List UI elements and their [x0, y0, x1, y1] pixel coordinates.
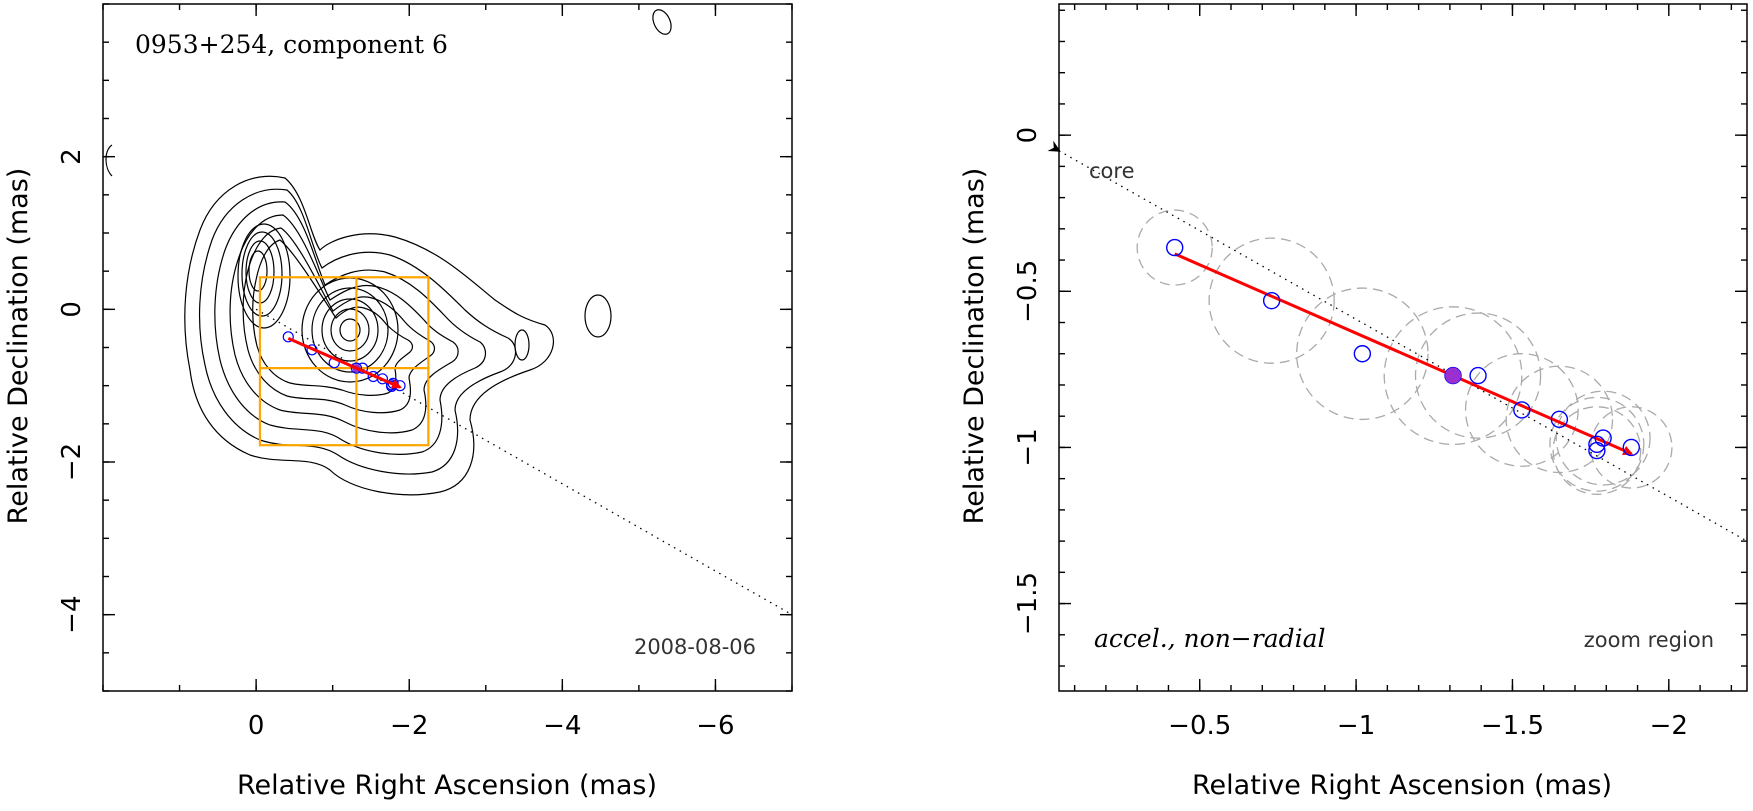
left-y-tick-label: 2 — [57, 148, 87, 165]
error-circle — [1208, 237, 1335, 364]
contour-outer-2 — [198, 188, 517, 475]
right-y-tick-label: 0 — [1013, 127, 1043, 144]
error-circle — [1549, 396, 1645, 492]
contour-outer-5 — [242, 227, 436, 414]
left-y-tick-label: −2 — [57, 443, 87, 481]
zoom-box — [258, 276, 430, 447]
right-y-axis-title: Relative Declination (mas) — [959, 168, 990, 525]
right-ticks — [1059, 4, 1747, 691]
right-y-tick-label: −1.5 — [1013, 572, 1043, 635]
right-plot-frame — [1058, 3, 1748, 692]
contour-blob-1 — [514, 329, 530, 361]
right-x-tick-label: −0.5 — [1168, 711, 1231, 741]
error-circle — [1136, 209, 1213, 286]
left-y-tick-labels: 2 0 −2 −4 — [57, 148, 87, 633]
contour-outer-1 — [184, 175, 554, 496]
right-trajectory-points — [1166, 238, 1640, 460]
contour-peak-a4 — [248, 250, 268, 292]
right-trajectory-point — [1513, 401, 1531, 419]
left-panel-title: 0953+254, component 6 — [135, 30, 448, 59]
left-plot-frame — [102, 3, 793, 692]
error-circle — [1555, 390, 1651, 486]
left-date-label: 2008-08-06 — [634, 635, 756, 659]
left-panel: 0953+254, component 6 2008-08-06 0 −2 −4 −6… — [3, 3, 793, 801]
right-panel: core accel., non−radial zoom region −0.5… — [959, 3, 1748, 801]
right-y-tick-label: −1 — [1013, 428, 1043, 466]
error-circle — [1414, 312, 1542, 439]
left-trajectory-point — [282, 331, 294, 343]
left-x-axis-title: Relative Right Ascension (mas) — [237, 770, 657, 801]
right-x-tick-label: −1 — [1337, 711, 1375, 741]
left-core-direction-line — [255, 308, 792, 616]
zoom-box-rect — [258, 276, 430, 447]
error-circle — [1589, 406, 1673, 489]
right-x-tick-labels: −0.5 −1 −1.5 −2 — [1168, 711, 1688, 741]
right-y-tick-labels: 0 −0.5 −1 −1.5 — [1013, 127, 1043, 635]
right-trajectory-point — [1166, 238, 1184, 257]
contour-peak-b3 — [321, 298, 379, 362]
contour-outer-3 — [214, 201, 486, 455]
contour-peak-a1 — [237, 223, 291, 329]
right-trajectory-point — [1469, 366, 1487, 385]
contour-blob-4 — [105, 144, 113, 177]
right-x-axis-title: Relative Right Ascension (mas) — [1192, 770, 1612, 801]
contour-outer-4 — [229, 214, 459, 434]
left-x-tick-label: −4 — [543, 711, 581, 741]
contour-peak-a2 — [241, 231, 283, 317]
right-trajectory-point — [1594, 429, 1612, 447]
left-trajectory-point — [350, 362, 362, 374]
left-y-axis-title: Relative Declination (mas) — [3, 168, 34, 525]
contour-peak-b4 — [330, 308, 370, 352]
contour-outer-6 — [252, 239, 414, 396]
left-contours — [105, 9, 672, 496]
contour-blob-3 — [652, 9, 672, 35]
right-reference-point — [1445, 367, 1462, 384]
error-circle — [1464, 353, 1579, 467]
right-y-tick-label: −0.5 — [1013, 260, 1043, 323]
right-trajectory-point — [1262, 291, 1281, 310]
left-x-tick-label: −2 — [390, 711, 428, 741]
core-label: core — [1089, 159, 1135, 183]
right-trajectory-point — [1588, 435, 1606, 454]
right-trajectory-point — [1353, 345, 1372, 363]
left-ticks — [102, 3, 793, 692]
right-x-tick-label: −1.5 — [1481, 711, 1544, 741]
left-y-tick-label: 0 — [57, 301, 87, 318]
right-trajectory-point — [1550, 410, 1569, 429]
contour-peak-b5 — [339, 318, 361, 342]
contour-peak-b2 — [311, 287, 389, 373]
left-y-tick-label: −4 — [57, 596, 87, 634]
right-velocity-vector — [1174, 252, 1634, 456]
contour-blob-2 — [584, 294, 612, 338]
right-core-direction-line — [1047, 140, 1748, 542]
right-error-circles — [1136, 209, 1673, 495]
zoom-region-label: zoom region — [1584, 628, 1714, 652]
error-circle — [1296, 287, 1429, 421]
right-x-tick-label: −2 — [1650, 711, 1688, 741]
right-annotation: accel., non−radial — [1094, 624, 1326, 653]
error-circle — [1552, 406, 1642, 495]
error-circle — [1383, 306, 1523, 446]
left-x-tick-label: −6 — [696, 711, 734, 741]
left-velocity-vector — [287, 336, 402, 389]
left-x-tick-label: 0 — [248, 711, 265, 741]
right-trajectory-point — [1622, 438, 1640, 457]
left-x-tick-labels: 0 −2 −4 −6 — [248, 711, 735, 741]
